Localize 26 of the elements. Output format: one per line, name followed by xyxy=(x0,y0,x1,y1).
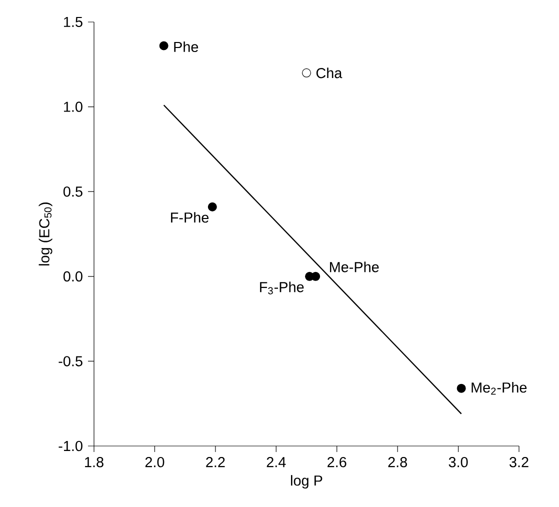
y-tick-label: 0.0 xyxy=(63,271,82,282)
annotation: F-Phe xyxy=(171,212,209,223)
annotation: Cha xyxy=(316,68,342,78)
y-tick-label: 1.5 xyxy=(64,16,82,28)
annotation: F$_{3}$-Phe xyxy=(260,282,304,294)
y-tick-label: 0.5 xyxy=(63,186,82,197)
point xyxy=(456,384,466,393)
x-tick-label: 3.2 xyxy=(510,457,528,468)
x-tick-label: 2.6 xyxy=(328,457,346,468)
annotation: Me-Phe xyxy=(330,262,379,272)
x-tick-label: 2.0 xyxy=(145,457,164,468)
x-tick-label: 2.4 xyxy=(266,457,286,468)
annotation: Phe xyxy=(174,41,198,52)
y-tick-label: -0.5 xyxy=(58,356,82,366)
x-axis-title: log P xyxy=(291,475,322,489)
x-tick-label: 2.8 xyxy=(388,457,407,468)
point xyxy=(159,41,168,50)
y-tick-label: 1.0 xyxy=(64,102,82,112)
point xyxy=(208,202,217,212)
x-tick-label: 1.8 xyxy=(85,457,104,468)
x-tick-label: 2.2 xyxy=(206,457,225,468)
x-tick-label: 3.0 xyxy=(448,457,468,468)
point xyxy=(302,68,312,78)
y-axis-title: log (EC$_{50}$) xyxy=(38,202,52,266)
annotation: Me$_{2}$-Phe xyxy=(472,382,527,395)
y-tick-label: -1.0 xyxy=(58,440,82,452)
